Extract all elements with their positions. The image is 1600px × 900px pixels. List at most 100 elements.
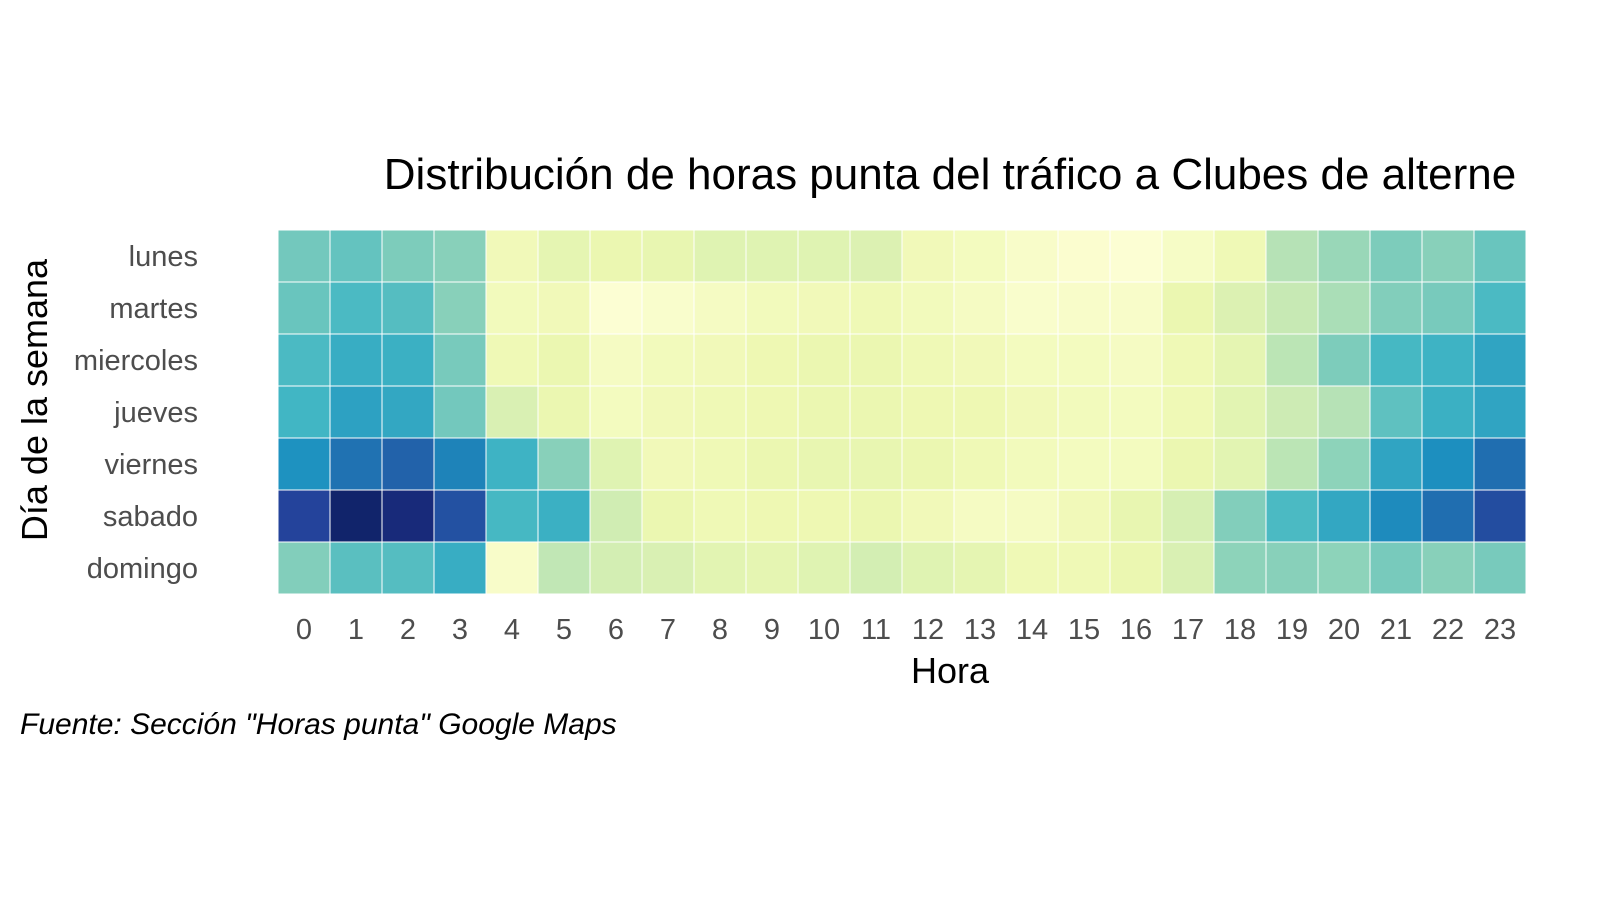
y-tick-label: jueves (113, 397, 198, 429)
heatmap-cell-lunes-1 (329, 229, 383, 283)
heatmap-cell-miercoles-11 (849, 333, 903, 387)
x-tick-label: 17 (1172, 614, 1204, 646)
y-tick-label: sabado (103, 501, 198, 533)
heatmap-cell-domingo-6 (589, 541, 643, 595)
source-caption: Fuente: Sección "Horas punta" Google Map… (20, 708, 617, 741)
heatmap-cell-sabado-7 (641, 489, 695, 543)
heatmap-cell-martes-23 (1473, 281, 1527, 335)
y-tick-label: miercoles (74, 345, 198, 377)
heatmap-cell-martes-20 (1317, 281, 1371, 335)
x-axis-label: Hora (910, 650, 990, 691)
heatmap-cell-sabado-19 (1265, 489, 1319, 543)
x-tick-label: 13 (964, 614, 996, 646)
x-tick-label: 16 (1120, 614, 1152, 646)
heatmap-cell-lunes-16 (1109, 229, 1163, 283)
heatmap-cell-sabado-20 (1317, 489, 1371, 543)
heatmap-cell-jueves-16 (1109, 385, 1163, 439)
x-tick-label: 9 (764, 614, 780, 646)
heatmap-cell-jueves-12 (901, 385, 955, 439)
heatmap-cell-domingo-0 (277, 541, 331, 595)
heatmap-cell-viernes-18 (1213, 437, 1267, 491)
heatmap-cell-domingo-3 (433, 541, 487, 595)
heatmap-cell-lunes-20 (1317, 229, 1371, 283)
heatmap-cell-lunes-17 (1161, 229, 1215, 283)
x-tick-label: 6 (608, 614, 624, 646)
heatmap-cell-miercoles-3 (433, 333, 487, 387)
heatmap-cell-domingo-9 (745, 541, 799, 595)
heatmap-cell-domingo-11 (849, 541, 903, 595)
heatmap-cell-viernes-22 (1421, 437, 1475, 491)
heatmap-cell-lunes-18 (1213, 229, 1267, 283)
heatmap-cell-sabado-2 (381, 489, 435, 543)
heatmap-cell-sabado-15 (1057, 489, 1111, 543)
heatmap-cell-domingo-14 (1005, 541, 1059, 595)
heatmap-cell-viernes-1 (329, 437, 383, 491)
heatmap-cell-martes-0 (277, 281, 331, 335)
heatmap-cell-domingo-15 (1057, 541, 1111, 595)
heatmap-cell-martes-3 (433, 281, 487, 335)
heatmap-cell-martes-12 (901, 281, 955, 335)
heatmap-cell-martes-7 (641, 281, 695, 335)
heatmap-cell-miercoles-1 (329, 333, 383, 387)
heatmap-cell-jueves-23 (1473, 385, 1527, 439)
heatmap-cell-miercoles-17 (1161, 333, 1215, 387)
heatmap-cell-martes-8 (693, 281, 747, 335)
heatmap-cell-miercoles-20 (1317, 333, 1371, 387)
heatmap-cell-lunes-4 (485, 229, 539, 283)
heatmap-cell-sabado-16 (1109, 489, 1163, 543)
x-tick-label: 23 (1484, 614, 1516, 646)
heatmap-cell-lunes-8 (693, 229, 747, 283)
heatmap-cell-domingo-21 (1369, 541, 1423, 595)
x-tick-label: 14 (1016, 614, 1048, 646)
heatmap-cell-sabado-10 (797, 489, 851, 543)
x-tick-label: 22 (1432, 614, 1464, 646)
heatmap-cell-domingo-20 (1317, 541, 1371, 595)
heatmap-cell-miercoles-7 (641, 333, 695, 387)
heatmap-cell-miercoles-13 (953, 333, 1007, 387)
heatmap-cell-miercoles-19 (1265, 333, 1319, 387)
heatmap-cell-jueves-10 (797, 385, 851, 439)
heatmap-cell-viernes-17 (1161, 437, 1215, 491)
heatmap-cell-domingo-22 (1421, 541, 1475, 595)
x-tick-label: 0 (296, 614, 312, 646)
heatmap-cell-martes-16 (1109, 281, 1163, 335)
heatmap-cell-jueves-20 (1317, 385, 1371, 439)
heatmap-cell-viernes-20 (1317, 437, 1371, 491)
heatmap-cell-sabado-11 (849, 489, 903, 543)
heatmap-cell-sabado-13 (953, 489, 1007, 543)
heatmap-cell-martes-15 (1057, 281, 1111, 335)
heatmap-cell-domingo-7 (641, 541, 695, 595)
heatmap-cell-domingo-10 (797, 541, 851, 595)
heatmap-cell-domingo-13 (953, 541, 1007, 595)
heatmap-cell-jueves-3 (433, 385, 487, 439)
heatmap-cell-lunes-21 (1369, 229, 1423, 283)
heatmap-cell-lunes-15 (1057, 229, 1111, 283)
y-tick-label: lunes (129, 241, 198, 273)
heatmap-cell-martes-1 (329, 281, 383, 335)
heatmap-cell-martes-2 (381, 281, 435, 335)
heatmap-cell-domingo-8 (693, 541, 747, 595)
heatmap-cell-lunes-23 (1473, 229, 1527, 283)
x-tick-label: 19 (1276, 614, 1308, 646)
heatmap-cell-sabado-14 (1005, 489, 1059, 543)
heatmap-cell-sabado-5 (537, 489, 591, 543)
heatmap-cell-martes-14 (1005, 281, 1059, 335)
heatmap-cell-viernes-16 (1109, 437, 1163, 491)
heatmap-cell-lunes-0 (277, 229, 331, 283)
heatmap-cell-jueves-14 (1005, 385, 1059, 439)
x-tick-label: 20 (1328, 614, 1360, 646)
heatmap-cell-miercoles-15 (1057, 333, 1111, 387)
heatmap-cell-sabado-12 (901, 489, 955, 543)
heatmap-cell-miercoles-5 (537, 333, 591, 387)
heatmap-cell-miercoles-0 (277, 333, 331, 387)
heatmap-cell-jueves-17 (1161, 385, 1215, 439)
heatmap-cell-viernes-11 (849, 437, 903, 491)
heatmap-cell-domingo-4 (485, 541, 539, 595)
heatmap-cell-lunes-14 (1005, 229, 1059, 283)
x-tick-label: 21 (1380, 614, 1412, 646)
x-tick-label: 7 (660, 614, 676, 646)
heatmap-cell-lunes-22 (1421, 229, 1475, 283)
heatmap-cell-miercoles-23 (1473, 333, 1527, 387)
x-tick-label: 3 (452, 614, 468, 646)
heatmap-cell-jueves-2 (381, 385, 435, 439)
